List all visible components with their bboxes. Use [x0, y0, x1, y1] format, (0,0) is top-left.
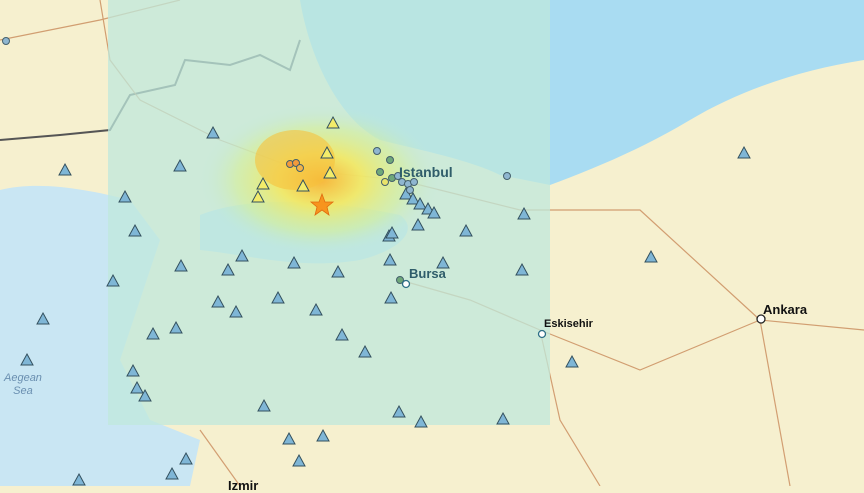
seismic-station-triangle-icon[interactable] — [421, 201, 435, 215]
seismic-station-triangle-icon[interactable] — [271, 290, 285, 304]
seismic-station-triangle-icon[interactable] — [235, 248, 249, 262]
dyfi-report-circle-icon[interactable] — [503, 172, 511, 180]
dyfi-report-circle-icon[interactable] — [376, 168, 384, 176]
seismic-station-triangle-icon[interactable] — [130, 380, 144, 394]
eskisehir-circle-icon[interactable] — [537, 329, 547, 339]
seismic-station-triangle-icon[interactable] — [436, 255, 450, 269]
epicenter-star-icon[interactable] — [309, 192, 335, 216]
seismic-station-triangle-icon[interactable] — [384, 290, 398, 304]
seismic-station-triangle-icon[interactable] — [165, 466, 179, 480]
label-bursa: Bursa — [409, 266, 446, 281]
seismic-station-triangle-icon[interactable] — [517, 206, 531, 220]
label-istanbul: Istanbul — [399, 164, 453, 180]
seismic-station-triangle-icon[interactable] — [414, 414, 428, 428]
seismic-station-triangle-icon[interactable] — [331, 264, 345, 278]
dyfi-report-circle-icon[interactable] — [406, 186, 414, 194]
seismic-station-triangle-icon[interactable] — [146, 326, 160, 340]
dyfi-report-circle-icon[interactable] — [296, 164, 304, 172]
seismic-station-triangle-icon[interactable] — [296, 178, 310, 192]
dyfi-report-circle-icon[interactable] — [410, 178, 418, 186]
seismic-station-triangle-icon[interactable] — [413, 196, 427, 210]
seismic-station-triangle-icon[interactable] — [459, 223, 473, 237]
seismic-station-triangle-icon[interactable] — [427, 205, 441, 219]
seismic-station-triangle-icon[interactable] — [211, 294, 225, 308]
seismic-station-triangle-icon[interactable] — [411, 217, 425, 231]
seismic-station-triangle-icon[interactable] — [174, 258, 188, 272]
seismic-station-triangle-icon[interactable] — [320, 145, 334, 159]
label-ankara: Ankara — [763, 302, 808, 317]
seismic-station-triangle-icon[interactable] — [251, 189, 265, 203]
seismic-station-triangle-icon[interactable] — [358, 344, 372, 358]
seismic-station-triangle-icon[interactable] — [565, 354, 579, 368]
seismic-station-triangle-icon[interactable] — [335, 327, 349, 341]
seismic-station-triangle-icon[interactable] — [128, 223, 142, 237]
label-eskisehir: Eskisehir — [544, 318, 593, 330]
dyfi-report-circle-icon[interactable] — [394, 172, 402, 180]
seismic-station-triangle-icon[interactable] — [36, 311, 50, 325]
seismic-station-triangle-icon[interactable] — [309, 302, 323, 316]
seismic-station-triangle-icon[interactable] — [316, 428, 330, 442]
seismic-station-triangle-icon[interactable] — [106, 273, 120, 287]
city-markers — [401, 279, 766, 339]
seismic-station-triangle-icon[interactable] — [179, 451, 193, 465]
seismic-station-triangle-icon[interactable] — [118, 189, 132, 203]
seismic-station-triangle-icon[interactable] — [392, 404, 406, 418]
seismic-station-triangle-icon[interactable] — [58, 162, 72, 176]
label-aegean-sea: Aegean Sea — [4, 372, 42, 398]
seismic-station-triangle-icon[interactable] — [138, 388, 152, 402]
dyfi-report-circle-icon[interactable] — [386, 156, 394, 164]
seismic-station-triangle-icon[interactable] — [282, 431, 296, 445]
seismic-station-triangle-icon[interactable] — [406, 191, 420, 205]
seismic-station-triangle-icon[interactable] — [257, 398, 271, 412]
seismic-station-triangle-icon[interactable] — [292, 453, 306, 467]
label-aegean-sea-line1: Aegean — [4, 372, 42, 384]
label-aegean-sea-line2: Sea — [13, 385, 33, 397]
dyfi-report-circle-icon[interactable] — [373, 147, 381, 155]
seismic-station-triangle-icon[interactable] — [206, 125, 220, 139]
seismic-station-triangle-icon[interactable] — [126, 363, 140, 377]
seismic-station-triangle-icon[interactable] — [169, 320, 183, 334]
seismic-station-triangle-icon[interactable] — [72, 472, 86, 486]
dyfi-report-circle-icon[interactable] — [396, 276, 404, 284]
seismic-station-triangle-icon[interactable] — [383, 252, 397, 266]
seismic-station-triangle-icon[interactable] — [173, 158, 187, 172]
seismic-station-triangle-icon[interactable] — [221, 262, 235, 276]
seismic-station-triangle-icon[interactable] — [496, 411, 510, 425]
seismic-station-triangle-icon[interactable] — [644, 249, 658, 263]
seismic-station-triangle-icon[interactable] — [323, 165, 337, 179]
seismic-station-triangle-icon[interactable] — [326, 115, 340, 129]
seismic-station-triangle-icon[interactable] — [515, 262, 529, 276]
seismic-station-triangle-icon[interactable] — [20, 352, 34, 366]
seismic-station-triangle-icon[interactable] — [287, 255, 301, 269]
ankara-circle-icon[interactable] — [756, 314, 766, 324]
seismic-station-triangle-icon[interactable] — [385, 225, 399, 239]
dyfi-report-circle-icon[interactable] — [381, 178, 389, 186]
dyfi-report-circle-icon[interactable] — [2, 37, 10, 45]
bursa-circle-icon[interactable] — [401, 279, 411, 289]
seismic-station-triangle-icon[interactable] — [229, 304, 243, 318]
seismic-station-triangle-icon[interactable] — [256, 176, 270, 190]
seismic-station-triangle-icon[interactable] — [737, 145, 751, 159]
